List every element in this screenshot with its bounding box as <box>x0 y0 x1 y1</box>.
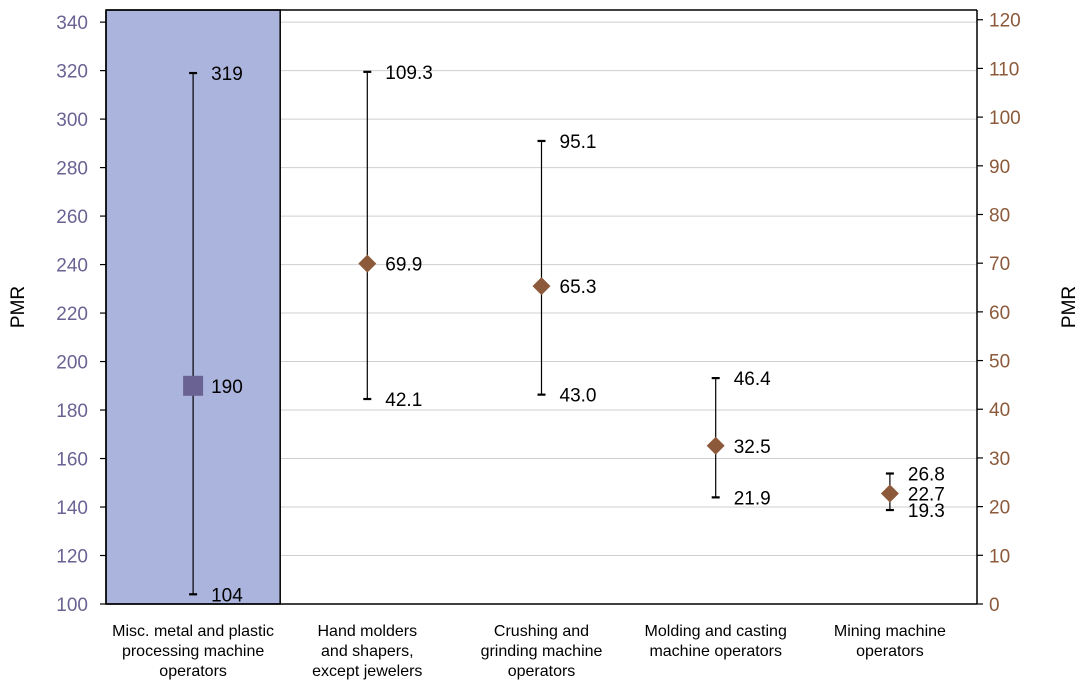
category-label: Molding and casting machine operators <box>645 623 787 660</box>
left-tick-label: 260 <box>56 207 88 228</box>
axes: 100 120 140 160 180 200 220 240 260 280 300 320 340 0… <box>8 11 1078 616</box>
category-label-line: and shapers, <box>321 643 414 660</box>
category-label: Mining machine operators <box>834 623 946 660</box>
point-value-label: 32.5 <box>734 437 771 458</box>
left-tick-label: 280 <box>56 159 88 180</box>
right-tick-label: 120 <box>989 11 1021 32</box>
category-label-line: operators <box>159 663 227 680</box>
low-value-label: 42.1 <box>385 390 422 411</box>
category-label-line: Molding and casting <box>645 623 787 640</box>
plot-frame <box>105 9 978 605</box>
left-tick-label: 200 <box>56 353 88 374</box>
high-value-label: 319 <box>211 64 243 85</box>
point-marker <box>183 375 204 396</box>
left-tick-label: 340 <box>56 13 88 34</box>
high-value-label: 109.3 <box>385 63 433 84</box>
category-label-line: operators <box>508 663 576 680</box>
right-tick-label: 100 <box>989 108 1021 129</box>
category-label: Misc. metal and plastic processing machin… <box>112 623 274 680</box>
right-tick-label: 60 <box>989 303 1010 324</box>
right-tick-label: 70 <box>989 254 1010 275</box>
point-value-label: 65.3 <box>560 277 597 298</box>
right-tick-label: 90 <box>989 157 1010 178</box>
point-value-label: 69.9 <box>385 255 422 276</box>
left-tick-label: 140 <box>56 498 88 519</box>
right-tick-label: 50 <box>989 352 1010 373</box>
labels: Misc. metal and plastic processing machin… <box>112 63 946 680</box>
category-label-line: except jewelers <box>312 663 422 680</box>
right-tick-label: 10 <box>989 546 1010 567</box>
category-label-line: operators <box>856 643 924 660</box>
category-label: Hand molders and shapers, except jewelers <box>312 623 422 680</box>
category-label-line: processing machine <box>122 643 264 660</box>
low-value-label: 21.9 <box>734 488 771 509</box>
low-value-label: 19.3 <box>908 501 945 522</box>
category-label-line: Mining machine <box>834 623 946 640</box>
category-label-line: machine operators <box>649 643 782 660</box>
low-value-label: 43.0 <box>560 386 597 407</box>
low-value-label: 104 <box>211 585 243 606</box>
right-tick-label: 110 <box>989 59 1019 80</box>
high-value-label: 95.1 <box>560 132 597 153</box>
category-label: Crushing and grinding machine operators <box>481 623 603 680</box>
point-marker <box>880 484 899 503</box>
left-tick-label: 120 <box>56 547 88 568</box>
right-tick-label: 80 <box>989 205 1010 226</box>
point-value-label: 22.7 <box>908 484 945 505</box>
right-tick-label: 0 <box>989 595 1000 616</box>
point-marker <box>532 277 551 296</box>
left-axis-title: PMR <box>8 286 29 328</box>
high-value-label: 46.4 <box>734 369 771 390</box>
right-axis-title: PMR <box>1059 286 1078 328</box>
left-tick-label: 220 <box>56 304 88 325</box>
right-tick-label: 40 <box>989 400 1010 421</box>
right-tick-label: 30 <box>989 449 1010 470</box>
marks <box>183 70 899 596</box>
right-tick-label: 20 <box>989 498 1010 519</box>
left-tick-label: 160 <box>56 450 88 471</box>
left-tick-label: 320 <box>56 62 88 83</box>
left-tick-label: 300 <box>56 110 88 131</box>
category-label-line: Crushing and <box>494 623 589 640</box>
point-marker <box>358 254 377 273</box>
high-value-label: 26.8 <box>908 465 945 486</box>
left-tick-label: 240 <box>56 256 88 277</box>
category-label-line: grinding machine <box>481 643 603 660</box>
category-label-line: Misc. metal and plastic <box>112 623 274 640</box>
point-value-label: 190 <box>211 377 243 398</box>
left-tick-label: 100 <box>56 595 88 616</box>
left-tick-label: 180 <box>56 401 88 422</box>
point-marker <box>706 436 725 455</box>
category-label-line: Hand molders <box>317 623 417 640</box>
